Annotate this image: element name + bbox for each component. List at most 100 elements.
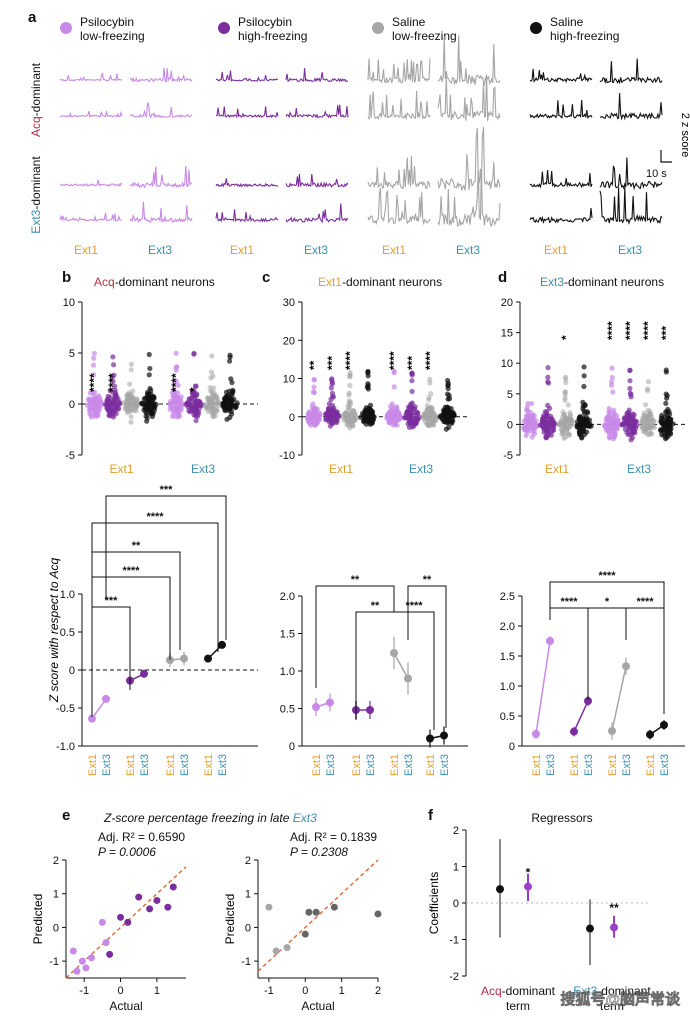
neuron-dot <box>404 409 410 415</box>
x-pair-label: Ext1 <box>87 754 99 776</box>
mean-dot <box>426 734 434 743</box>
panel-label-c: c <box>262 269 270 286</box>
calcium-trace <box>367 58 431 84</box>
neuron-dot <box>224 416 230 422</box>
neuron-dot <box>427 380 433 386</box>
neuron-dot <box>628 391 634 398</box>
neuron-dot <box>647 431 653 437</box>
y-tick-label: 0 <box>53 922 59 934</box>
prediction-dot <box>117 913 125 921</box>
neuron-dot <box>614 417 621 423</box>
significance-stars: *** <box>405 356 419 370</box>
mean-dot <box>88 714 96 723</box>
neuron-dot <box>624 418 630 425</box>
neuron-dot <box>577 418 583 424</box>
y-tick-label: 1 <box>53 889 59 901</box>
neuron-dot <box>346 390 352 396</box>
x-pair-label: Ext1 <box>425 754 437 776</box>
y-tick-label: 0.5 <box>500 711 515 723</box>
neuron-dot <box>346 411 352 418</box>
y-tick-label: 5 <box>507 389 513 401</box>
neuron-dot <box>215 400 221 406</box>
neuron-dot <box>229 389 236 395</box>
neuron-dot <box>190 392 196 398</box>
neuron-dot <box>664 408 670 415</box>
significance-bracket <box>625 607 665 714</box>
neuron-dot <box>310 401 316 407</box>
bracket-stars: **** <box>405 600 423 612</box>
p-value: P = 0.0006 <box>98 845 156 859</box>
calcium-trace <box>215 209 279 223</box>
neuron-dot <box>193 405 199 411</box>
x-pair-label: Ext1 <box>203 754 215 776</box>
neuron-dot <box>409 370 415 376</box>
neuron-dot <box>562 395 568 401</box>
x-pair-label: Ext3 <box>101 754 113 776</box>
mean-dot <box>166 656 174 665</box>
neuron-dot <box>209 353 215 359</box>
neuron-dot <box>123 404 129 410</box>
mean-link <box>535 640 551 735</box>
neuron-dot <box>391 419 397 425</box>
y-tick-label: 15 <box>501 328 513 340</box>
neuron-dot <box>187 401 193 408</box>
neuron-dot <box>406 424 412 430</box>
prediction-dot <box>102 939 110 947</box>
calcium-trace <box>599 58 663 85</box>
neuron-dot <box>542 409 548 415</box>
neuron-dot <box>363 404 369 411</box>
neuron-dot <box>128 367 134 373</box>
neuron-dot <box>104 403 111 409</box>
neuron-dot <box>545 374 551 380</box>
neuron-dot <box>311 377 317 383</box>
neuron-dot <box>191 351 197 357</box>
neuron-dot <box>626 423 632 429</box>
y-tick-label: -0.5 <box>56 703 75 715</box>
y-tick-label: 10 <box>283 374 295 386</box>
x-pair-label: Ext3 <box>439 754 451 776</box>
prediction-dot <box>106 950 114 958</box>
neuron-dot <box>146 351 152 358</box>
neuron-dot <box>408 401 414 407</box>
neuron-dot <box>663 367 669 373</box>
neuron-dot <box>193 418 199 424</box>
neuron-dot <box>361 418 367 424</box>
neuron-dot <box>134 402 140 408</box>
mean-dot <box>180 654 188 663</box>
calcium-trace <box>367 90 431 121</box>
neuron-dot <box>576 424 582 430</box>
mean-dot <box>570 727 578 736</box>
neuron-dot <box>411 420 417 426</box>
mean-dot <box>546 637 554 645</box>
neuron-dot <box>345 421 351 428</box>
prediction-dot <box>98 918 106 926</box>
neuron-dot <box>173 396 179 403</box>
y-tick-label: 0 <box>289 412 295 424</box>
neuron-dot <box>607 422 613 428</box>
y-tick-label: 10 <box>63 297 75 309</box>
neuron-dot <box>305 411 312 417</box>
neuron-dot <box>421 411 427 417</box>
sig-stars: * <box>526 865 531 879</box>
significance-bracket <box>91 606 131 717</box>
neuron-dot <box>409 388 415 394</box>
neuron-dot <box>639 418 645 424</box>
x-tick-label: 0 <box>302 985 308 997</box>
neuron-dot <box>175 382 181 388</box>
trace-xlabel-ext3: Ext3 <box>148 243 172 257</box>
neuron-dot <box>173 350 179 356</box>
neuron-dot <box>564 425 570 432</box>
neuron-dot <box>110 414 117 420</box>
mean-dot <box>312 703 320 711</box>
bracket-stars: **** <box>560 596 578 608</box>
neuron-dot <box>525 400 531 407</box>
significance-stars: **** <box>106 373 120 392</box>
neuron-dot <box>90 362 97 368</box>
neuron-dot <box>396 416 402 422</box>
x-category: Ext3 <box>409 462 433 476</box>
neuron-dot <box>329 376 335 382</box>
x-pair-label: Ext1 <box>389 754 401 776</box>
neuron-dot <box>152 405 158 411</box>
mean-dot <box>218 640 226 649</box>
y-tick-label: 0 <box>507 419 513 431</box>
